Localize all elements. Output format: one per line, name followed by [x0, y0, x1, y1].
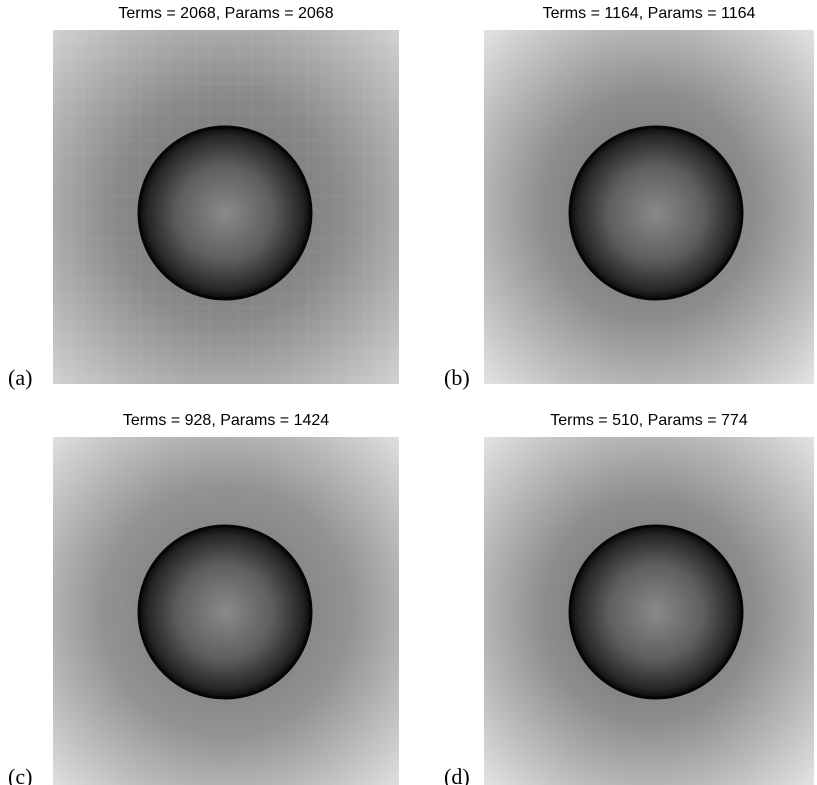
panel-title: Terms = 1164, Params = 1164: [543, 5, 756, 22]
page: {"panels": [ {"title": "Terms = 2068, Pa…: [0, 0, 817, 785]
figure: Terms = 2068, Params = 2068 (a) Terms = 11…: [0, 0, 817, 785]
panel: Terms = 1164, Params = 1164 (b): [444, 5, 814, 390]
sphere: [139, 526, 311, 698]
panel-title: Terms = 2068, Params = 2068: [118, 5, 333, 22]
panel-label: (d): [444, 764, 470, 785]
panel-title: Terms = 510, Params = 774: [550, 412, 748, 429]
sphere: [570, 127, 742, 299]
panel: Terms = 510, Params = 774 (d): [444, 412, 814, 785]
panel-title: Terms = 928, Params = 1424: [123, 412, 329, 429]
sphere: [570, 526, 742, 698]
panel: Terms = 2068, Params = 2068 (a): [8, 5, 399, 390]
panel-label: (c): [8, 764, 32, 785]
sphere: [139, 127, 311, 299]
panel-label: (b): [444, 365, 470, 390]
panel-label: (a): [8, 365, 32, 390]
panel: Terms = 928, Params = 1424 (c): [8, 412, 399, 785]
